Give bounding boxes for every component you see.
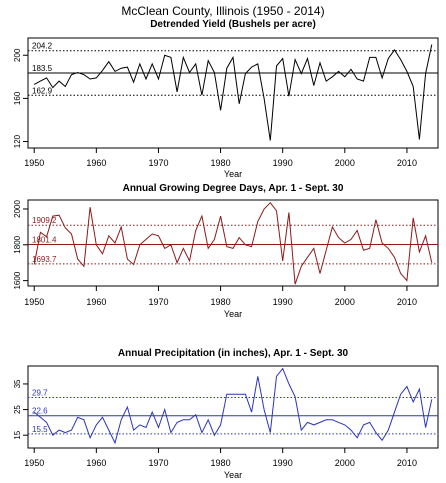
chart-3-y-tick-label: 15 — [13, 430, 22, 439]
chart-1-x-axis-label: Year — [224, 169, 242, 179]
chart-3-y-tick-label: 25 — [13, 405, 22, 414]
chart-2-x-axis-label: Year — [224, 309, 242, 319]
chart-1-reference-label: 183.5 — [32, 64, 53, 73]
chart-2-x-tick-label: 1960 — [86, 297, 106, 307]
chart-2-x-tick-label: 1980 — [211, 297, 231, 307]
chart-3-reference-label: 29.7 — [32, 389, 48, 398]
chart-3-x-tick-label: 1990 — [273, 458, 293, 468]
chart-3-x-tick-label: 2000 — [335, 458, 355, 468]
chart-1-series-line — [33, 44, 433, 141]
chart-2-plot-frame — [27, 199, 439, 287]
chart-3-y-tick-label: 35 — [13, 379, 22, 388]
chart-3-title: Annual Precipitation (in inches), Apr. 1… — [118, 348, 349, 359]
chart-1-x-tick-label: 2000 — [335, 158, 355, 168]
chart-1-x-tick-label: 1990 — [273, 158, 293, 168]
chart-2-reference-label: 1909.2 — [32, 216, 57, 225]
chart-1-y-tick-label: 160 — [13, 91, 22, 105]
chart-1-y-tick-label: 200 — [13, 48, 22, 62]
chart-1-plot-frame — [27, 37, 439, 149]
chart-1-reference-label: 204.2 — [32, 42, 53, 51]
chart-1-x-tick-label: 1970 — [148, 158, 168, 168]
chart-2-x-tick-label: 1990 — [273, 297, 293, 307]
chart-2-title: Annual Growing Degree Days, Apr. 1 - Sep… — [123, 183, 344, 194]
chart-1-x-tick-label: 1980 — [211, 158, 231, 168]
chart-1-title: Detrended Yield (Bushels per acre) — [150, 19, 316, 30]
chart-2-reference-label: 1801.4 — [32, 236, 57, 245]
chart-2-y-tick-label: 1800 — [13, 235, 22, 253]
chart-1-reference-label: 162.9 — [32, 86, 53, 95]
chart-1-y-tick-label: 120 — [13, 134, 22, 148]
page-title: McClean County, Illinois (1950 - 2014) — [121, 4, 325, 18]
chart-2-x-tick-label: 2000 — [335, 297, 355, 307]
chart-1-x-tick-label: 1960 — [86, 158, 106, 168]
chart-2-x-tick-label: 1970 — [148, 297, 168, 307]
chart-3-x-tick-label: 1950 — [24, 458, 44, 468]
chart-2-series-line — [33, 201, 433, 285]
chart-3-reference-label: 15.5 — [32, 425, 48, 434]
chart-2-x-tick-label: 1950 — [24, 297, 44, 307]
chart-3-x-tick-label: 1970 — [148, 458, 168, 468]
chart-3-x-tick-label: 2010 — [397, 458, 417, 468]
chart-2-y-tick-label: 2000 — [13, 200, 22, 218]
chart-3-plot-frame — [27, 365, 439, 449]
chart-3-series-line — [33, 367, 433, 445]
chart-1-x-tick-label: 2010 — [397, 158, 417, 168]
chart-3-x-axis-label: Year — [224, 470, 242, 480]
chart-2-y-tick-label: 1600 — [13, 271, 22, 289]
chart-2-x-tick-label: 2010 — [397, 297, 417, 307]
chart-3-reference-label: 22.6 — [32, 407, 48, 416]
chart-3-x-tick-label: 1960 — [86, 458, 106, 468]
chart-3-x-tick-label: 1980 — [211, 458, 231, 468]
chart-2-reference-label: 1693.7 — [32, 255, 57, 264]
chart-1-x-tick-label: 1950 — [24, 158, 44, 168]
